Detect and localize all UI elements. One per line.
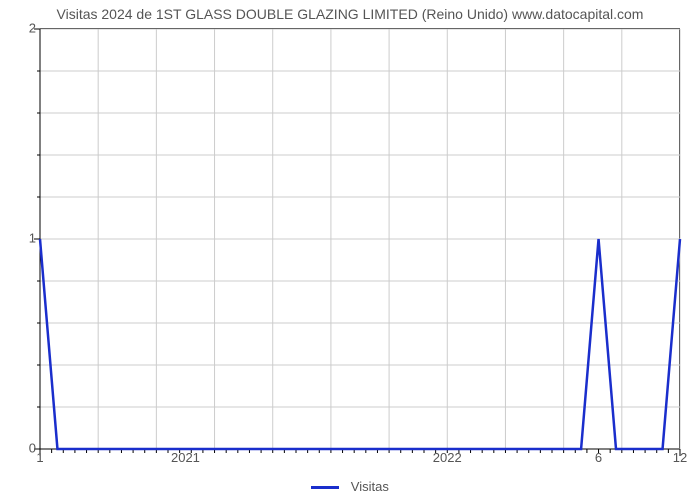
legend-swatch [311,486,339,489]
chart-title: Visitas 2024 de 1ST GLASS DOUBLE GLAZING… [0,6,700,22]
y-tick-label: 2 [6,21,36,36]
chart-svg [40,29,679,448]
plot-area [40,28,680,448]
chart-container: Visitas 2024 de 1ST GLASS DOUBLE GLAZING… [0,0,700,500]
x-tick-label: 6 [595,450,602,465]
y-tick-label: 0 [6,441,36,456]
legend-label: Visitas [351,479,389,494]
x-tick-label: 2022 [433,450,462,465]
x-tick-label: 12 [673,450,687,465]
data-line [40,239,680,449]
x-tick-label: 2021 [171,450,200,465]
legend: Visitas [0,479,700,494]
x-tick-label: 1 [36,450,43,465]
y-tick-label: 1 [6,231,36,246]
